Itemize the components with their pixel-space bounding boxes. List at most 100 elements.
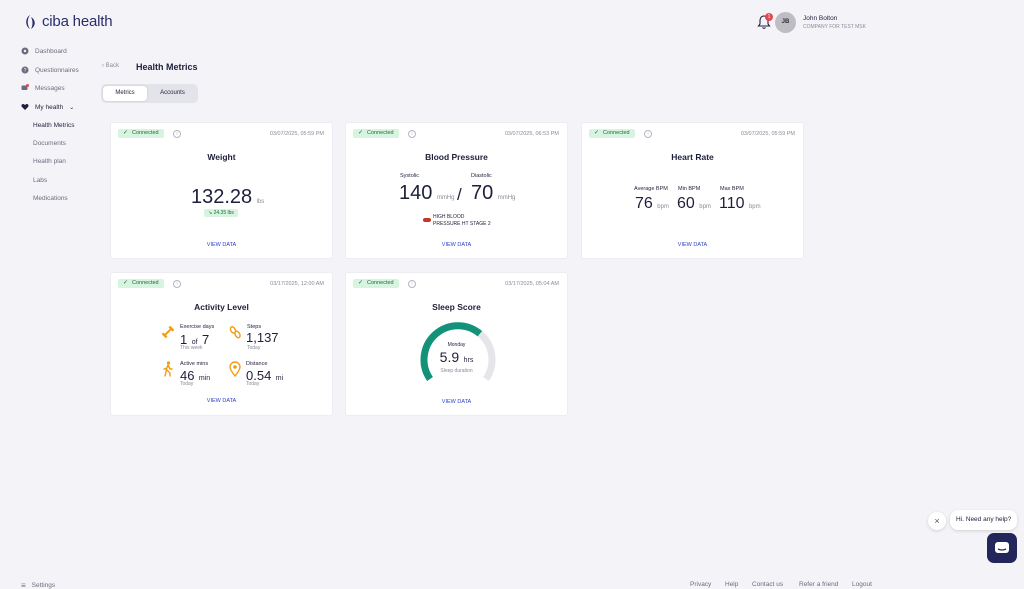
exercise-days-group: 1 of 7 xyxy=(180,331,209,349)
weight-card: Connected i 03/07/2025, 05:59 PM Weight … xyxy=(110,122,333,259)
sleep-gauge-fill xyxy=(420,322,496,381)
weight-value: 132.28 xyxy=(191,186,253,208)
systolic-value: 140 xyxy=(399,182,433,204)
view-data-link[interactable]: VIEW DATA xyxy=(441,242,472,248)
view-data-link[interactable]: VIEW DATA xyxy=(206,242,237,248)
systolic-group: 140 mmHg xyxy=(399,182,455,205)
weight-value-group: 132.28 lbs xyxy=(191,186,264,209)
steps-label: Steps xyxy=(247,324,262,330)
sidebar-subitem-health-metrics[interactable]: Health Metrics xyxy=(33,122,75,129)
avg-bpm-label: Average BPM xyxy=(634,186,668,192)
info-icon[interactable]: i xyxy=(644,130,652,138)
sidebar-subitem-documents[interactable]: Documents xyxy=(33,140,66,147)
exercise-of: of xyxy=(191,339,198,346)
bp-status-line2: PRESSURE HT STAGE 2 xyxy=(433,221,491,227)
tab-bar: Metrics Accounts xyxy=(101,84,198,103)
blood-pressure-card: Connected i 03/07/2025, 06:53 PM Blood P… xyxy=(345,122,568,259)
footer-link-help[interactable]: Help xyxy=(725,581,739,588)
max-bpm-group: 110 bpm xyxy=(719,195,761,213)
exercise-days-sub: This week xyxy=(180,345,203,351)
max-bpm-value: 110 xyxy=(719,195,745,212)
dashboard-icon xyxy=(21,47,29,55)
distance-group: 0.54 mi xyxy=(246,367,283,385)
tab-accounts[interactable]: Accounts xyxy=(160,90,185,96)
chat-close-button[interactable]: × xyxy=(928,512,946,530)
footer-link-logout[interactable]: Logout xyxy=(852,581,872,588)
sidebar-item-messages[interactable]: Messages xyxy=(21,84,65,92)
min-bpm-value: 60 xyxy=(677,195,695,212)
diastolic-label: Diastolic xyxy=(471,173,492,179)
footer-link-privacy[interactable]: Privacy xyxy=(690,581,712,588)
location-pin-icon xyxy=(229,361,241,377)
view-data-link[interactable]: VIEW DATA xyxy=(677,242,708,248)
settings-link[interactable]: ≡ Settings xyxy=(21,581,55,589)
diastolic-group: 70 mmHg xyxy=(471,182,515,205)
sidebar-subitem-medications[interactable]: Medications xyxy=(33,195,68,202)
footer-link-refer[interactable]: Refer a friend xyxy=(799,581,839,588)
menu-icon: ≡ xyxy=(21,581,26,589)
notification-badge: 1 xyxy=(765,13,773,21)
active-mins-label: Active mins xyxy=(180,361,209,367)
heart-rate-card: Connected i 03/07/2025, 05:59 PM Heart R… xyxy=(581,122,804,259)
sidebar-item-questionnaires[interactable]: ? Questionnaires xyxy=(21,66,79,74)
sidebar-subitem-health-plan[interactable]: Health plan xyxy=(33,158,66,165)
card-title: Blood Pressure xyxy=(425,152,488,162)
sleep-value-group: 5.9 hrs xyxy=(346,349,567,367)
chat-launcher-button[interactable] xyxy=(987,533,1017,563)
active-mins-group: 46 min xyxy=(180,367,210,385)
ciba-logo-icon xyxy=(26,14,35,29)
exercise-days-value: 1 xyxy=(180,332,188,347)
max-bpm-label: Max BPM xyxy=(720,186,744,192)
info-icon[interactable]: i xyxy=(173,280,181,288)
timestamp: 03/17/2025, 12:00 AM xyxy=(270,281,324,287)
bpm-unit: bpm xyxy=(748,204,761,210)
view-data-link[interactable]: VIEW DATA xyxy=(206,398,237,404)
bp-status: HIGH BLOOD PRESSURE HT STAGE 2 xyxy=(433,214,491,228)
distance-label: Distance xyxy=(246,361,268,367)
info-icon[interactable]: i xyxy=(408,280,416,288)
connected-badge: Connected xyxy=(118,129,164,138)
exercise-days-total: 7 xyxy=(201,332,210,347)
connected-badge: Connected xyxy=(118,279,164,288)
sleep-score-card: Connected i 03/17/2025, 05:04 AM Sleep S… xyxy=(345,272,568,416)
bpm-unit: bpm xyxy=(699,204,711,210)
footsteps-icon xyxy=(229,326,241,339)
sidebar-item-dashboard[interactable]: Dashboard xyxy=(21,47,67,55)
weight-unit: lbs xyxy=(256,199,265,205)
svg-text:?: ? xyxy=(24,68,27,74)
question-icon: ? xyxy=(21,66,29,74)
diastolic-value: 70 xyxy=(471,182,494,204)
chat-prompt[interactable]: Hi. Need any help? xyxy=(950,510,1018,530)
back-link[interactable]: ‹ Back xyxy=(102,63,119,69)
separator-slash: / xyxy=(457,185,462,204)
sidebar-item-label: Questionnaires xyxy=(35,66,79,74)
logo-text: ciba health xyxy=(42,13,113,30)
walking-icon xyxy=(163,361,173,377)
chevron-left-icon: ‹ xyxy=(102,63,104,69)
back-label: Back xyxy=(105,63,120,69)
chevron-down-icon: ⌄ xyxy=(69,104,75,111)
avg-bpm-value: 76 xyxy=(635,195,653,212)
active-mins-unit: min xyxy=(198,375,211,382)
footer-link-contact[interactable]: Contact us xyxy=(752,581,784,588)
sidebar-subitem-labs[interactable]: Labs xyxy=(33,177,48,184)
settings-label: Settings xyxy=(31,582,56,589)
tab-metrics[interactable]: Metrics xyxy=(103,86,147,101)
active-mins-sub: Today xyxy=(180,381,194,387)
weight-change: 24.35 lbs xyxy=(213,210,234,216)
sleep-value: 5.9 xyxy=(439,349,460,365)
view-data-link[interactable]: VIEW DATA xyxy=(441,399,472,405)
sleep-unit: hrs xyxy=(463,357,474,364)
logo[interactable]: ciba health xyxy=(22,13,113,30)
trend-down-icon: ↘ xyxy=(208,210,213,216)
sidebar-item-my-health[interactable]: My health ⌄ xyxy=(21,103,74,111)
avg-bpm-group: 76 bpm xyxy=(635,195,669,213)
sleep-day: Monday xyxy=(447,342,466,348)
card-title: Activity Level xyxy=(194,302,249,312)
info-icon[interactable]: i xyxy=(173,130,181,138)
avatar[interactable]: JB xyxy=(775,12,796,33)
info-icon[interactable]: i xyxy=(408,130,416,138)
min-bpm-label: Min BPM xyxy=(678,186,701,192)
diastolic-unit: mmHg xyxy=(497,195,516,201)
bpm-unit: bpm xyxy=(657,204,669,210)
